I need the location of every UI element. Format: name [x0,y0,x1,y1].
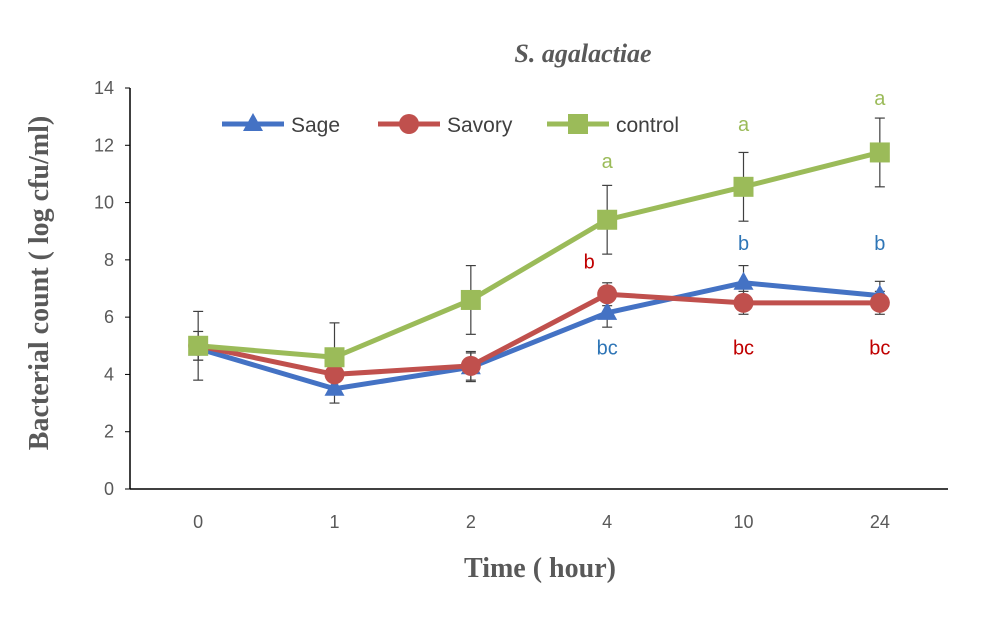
significance-label: a [738,114,750,136]
series-markers [188,142,890,396]
significance-label: b [874,233,885,255]
y-tick-label: 4 [104,364,114,384]
significance-label: b [584,251,595,273]
data-point-savory [597,284,618,305]
legend-marker-control [568,114,588,134]
significance-label: bc [869,337,890,359]
x-tick-label: 0 [193,512,203,532]
data-point-savory [324,364,345,385]
y-tick-label: 14 [94,78,114,98]
chart-title: S. agalactiae [514,39,651,68]
series-line-sage [197,280,881,392]
legend-marker-sage [243,113,263,131]
x-axis-title: Time ( hour) [464,553,616,584]
data-point-control [460,289,481,310]
significance-annotations: a a a b b b bc bc bc [584,88,891,359]
axes [129,88,948,490]
y-axis-title: Bacterial count ( log cfu/ml) [24,116,55,450]
x-tick-label: 2 [466,512,476,532]
legend-label-control: control [616,114,679,137]
x-tick-label: 4 [602,512,612,532]
x-tick-label: 24 [870,512,890,532]
significance-label: b [738,233,749,255]
data-point-sage [733,271,754,290]
series-line-control [197,150,881,360]
significance-label: a [602,151,614,173]
x-tick-label: 1 [329,512,339,532]
data-point-control [597,209,618,230]
data-point-savory [869,292,890,313]
y-tick-label: 0 [104,479,114,499]
data-point-control [733,176,754,197]
data-point-control [869,142,890,163]
series-line-savory [197,291,880,377]
y-tick-label: 12 [94,135,114,155]
y-tick-label: 6 [104,307,114,327]
y-tick-label: 2 [104,422,114,442]
data-point-control [324,347,345,368]
significance-label: a [874,88,886,110]
series-layer [188,117,890,404]
x-tick-label: 10 [733,512,753,532]
legend-marker-savory [399,114,419,134]
significance-label: bc [597,337,618,359]
data-point-control [188,335,209,356]
data-point-savory [460,355,481,376]
data-point-sage [324,377,345,396]
data-point-sage [597,301,618,320]
legend-label-sage: Sage [291,114,340,137]
y-tick-label: 8 [104,250,114,270]
legend-label-savory: Savory [447,114,513,137]
series-lines [197,150,881,392]
y-tick-label: 10 [94,193,114,213]
legend: Sage Savory control [222,113,679,137]
data-point-savory [733,292,754,313]
significance-label: bc [733,337,754,359]
